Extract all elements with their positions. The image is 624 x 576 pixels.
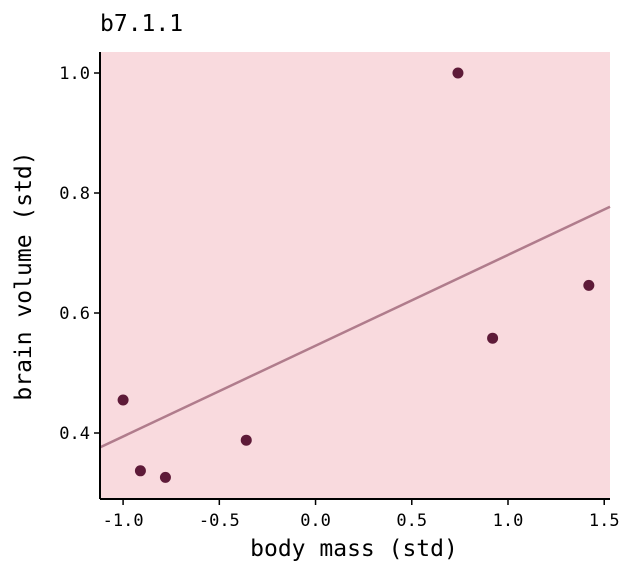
y-tick-label: 0.6 <box>59 304 90 324</box>
ticks-layer: -1.0 -0.5 0.0 0.5 1.0 1.5 0.4 0.6 0.8 1.0 <box>59 64 619 531</box>
data-point <box>117 394 129 406</box>
data-point <box>487 332 499 344</box>
x-tick-label: 1.5 <box>589 511 620 531</box>
data-point <box>159 471 171 483</box>
regression-line <box>99 205 611 449</box>
x-tick-label: 1.0 <box>493 511 524 531</box>
y-tick-label: 0.8 <box>59 184 90 204</box>
data-point <box>240 434 252 446</box>
x-tick-label: 0.5 <box>396 511 427 531</box>
data-point <box>134 465 146 477</box>
y-tick-label: 1.0 <box>59 64 90 84</box>
data-point <box>583 279 595 291</box>
data-point <box>452 67 464 79</box>
x-axis-label: body mass (std) <box>250 536 458 562</box>
plot-background <box>100 52 610 499</box>
x-tick-label: 0.0 <box>300 511 331 531</box>
points-layer <box>117 67 595 483</box>
axes-layer <box>99 52 610 500</box>
x-tick-label: -0.5 <box>199 511 240 531</box>
y-axis-label: brain volume (std) <box>11 151 37 400</box>
fit-line-layer <box>99 205 611 449</box>
y-tick-label: 0.4 <box>59 424 90 444</box>
x-tick-label: -1.0 <box>103 511 144 531</box>
chart-title: b7.1.1 <box>100 11 183 37</box>
